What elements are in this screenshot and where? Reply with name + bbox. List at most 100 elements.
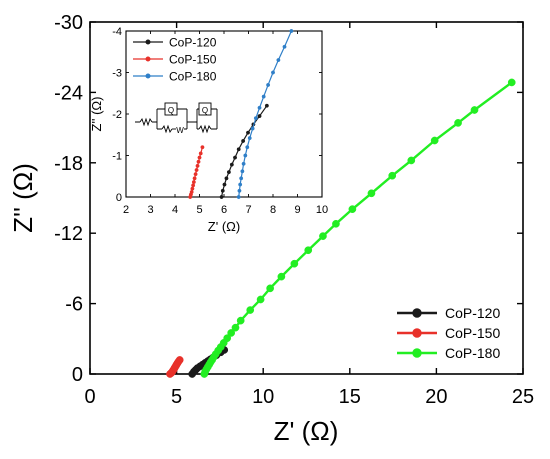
main-axis-ticks: 0 5 10 15 20 250-6-12-18-24-30 xyxy=(54,12,534,408)
inset-point-cop-180 xyxy=(266,83,271,87)
main-point-cop-180 xyxy=(223,334,232,343)
main-y-tick-label: -30 xyxy=(54,12,83,34)
main-point-cop-180 xyxy=(348,205,357,213)
circuit-resistor-2 xyxy=(198,124,212,134)
main-legend: CoP-120 CoP-150 CoP-180 xyxy=(397,305,500,361)
circuit-resistor-series xyxy=(139,117,153,127)
legend-label-cop-150: CoP-150 xyxy=(445,325,500,341)
inset-point-cop-180 xyxy=(243,153,248,158)
inset-point-cop-120 xyxy=(220,188,225,193)
inset-point-cop-180 xyxy=(245,145,250,150)
inset-x-tick-label: 7 xyxy=(245,204,251,216)
inset-point-cop-150 xyxy=(193,172,198,177)
inset-point-cop-180 xyxy=(261,94,266,99)
legend-marker-cop-150 xyxy=(145,56,151,62)
main-point-cop-180 xyxy=(407,156,416,165)
main-x-tick-label: 5 xyxy=(171,386,182,408)
inset-point-cop-180 xyxy=(240,169,245,174)
main-y-tick-label: -18 xyxy=(54,153,83,175)
inset-point-cop-180 xyxy=(237,188,242,193)
inset-point-cop-180 xyxy=(247,136,252,141)
main-point-cop-180 xyxy=(231,323,240,332)
circuit-resistor-1 xyxy=(161,124,173,134)
legend-marker-cop-180 xyxy=(145,73,151,79)
inset-point-cop-120 xyxy=(236,147,241,152)
main-x-tick-label: 15 xyxy=(339,386,361,408)
inset-legend: CoP-120 CoP-150 CoP-180 xyxy=(133,35,217,83)
main-point-cop-180 xyxy=(332,219,340,228)
inset-y-tick-label: -3 xyxy=(112,67,122,79)
inset-x-tick-label: 10 xyxy=(316,204,328,216)
main-point-cop-180 xyxy=(319,232,327,240)
inset-point-cop-150 xyxy=(191,183,196,188)
inset-point-cop-120 xyxy=(241,139,246,143)
inset-y-axis-title: Z'' (Ω) xyxy=(89,97,104,132)
inset-y-tick-label: 0 xyxy=(116,192,122,204)
main-point-cop-180 xyxy=(227,329,236,337)
inset-point-cop-180 xyxy=(239,176,244,181)
inset-point-cop-180 xyxy=(289,29,294,33)
legend-marker-cop-180 xyxy=(412,348,422,358)
inset-x-tick-label: 6 xyxy=(221,204,227,216)
inset-point-cop-180 xyxy=(276,58,281,62)
main-point-cop-180 xyxy=(454,119,462,127)
inset-point-cop-150 xyxy=(191,180,196,185)
inset-point-cop-150 xyxy=(196,159,201,164)
main-point-cop-180 xyxy=(266,284,274,293)
inset-x-tick-label: 9 xyxy=(294,204,300,216)
main-point-cop-180 xyxy=(470,106,479,114)
inset-data-series xyxy=(188,29,294,199)
main-point-cop-180 xyxy=(430,136,439,145)
inset-point-cop-120 xyxy=(219,195,224,199)
main-x-tick-label: 25 xyxy=(512,386,534,408)
main-point-cop-180 xyxy=(246,306,255,314)
legend-label-cop-120: CoP-120 xyxy=(445,305,500,321)
circuit-label-w: W xyxy=(176,126,184,135)
circuit-cpe-2 xyxy=(198,102,212,116)
inset-x-tick-label: 3 xyxy=(147,204,153,216)
inset-point-cop-120 xyxy=(233,155,237,160)
inset-point-cop-120 xyxy=(246,130,250,135)
main-x-axis-title: Z' (Ω) xyxy=(274,416,339,446)
inset-point-cop-180 xyxy=(238,182,243,187)
inset-point-cop-180 xyxy=(282,44,287,49)
legend-label-cop-150: CoP-150 xyxy=(169,52,217,66)
equivalent-circuit-diagram: Q W Q xyxy=(135,102,218,135)
inset-axis-ticks: 2 3 4 5 6 7 8 9 10 0 -1 -2 -3 -4 xyxy=(112,26,328,216)
inset-point-cop-180 xyxy=(257,105,262,110)
circuit-cpe-1 xyxy=(164,102,178,116)
inset-x-tick-label: 8 xyxy=(270,204,276,216)
legend-label-cop-180: CoP-180 xyxy=(169,69,217,83)
legend-label-cop-180: CoP-180 xyxy=(445,345,500,361)
legend-marker-cop-120 xyxy=(145,39,151,45)
main-plot-frame xyxy=(89,21,524,375)
circuit-label-q1: Q xyxy=(168,106,174,115)
inset-point-cop-180 xyxy=(250,126,255,131)
inset-x-axis-title: Z' (Ω) xyxy=(208,219,240,234)
inset-point-cop-150 xyxy=(197,155,202,160)
inset-point-cop-120 xyxy=(257,114,262,119)
main-x-tick-label: 10 xyxy=(252,386,274,408)
inset-y-tick-label: -1 xyxy=(112,150,122,162)
main-point-cop-180 xyxy=(367,189,376,198)
inset-x-tick-label: 2 xyxy=(123,204,129,216)
inset-y-tick-label: -2 xyxy=(112,109,122,121)
main-point-cop-180 xyxy=(304,246,313,255)
circuit-label-q2: Q xyxy=(202,106,208,115)
circuit-wires xyxy=(135,108,218,130)
inset-point-cop-150 xyxy=(189,190,194,194)
main-y-tick-label: 0 xyxy=(72,364,83,386)
legend-marker-cop-150 xyxy=(412,328,422,338)
inset-plot-frame xyxy=(125,30,323,198)
main-point-cop-180 xyxy=(388,171,397,180)
inset-point-cop-150 xyxy=(198,151,203,156)
inset-point-cop-180 xyxy=(271,70,275,75)
main-y-axis-title: Z'' (Ω) xyxy=(8,163,38,233)
inset-point-cop-150 xyxy=(195,163,200,168)
inset-y-tick-label: -4 xyxy=(112,26,122,38)
main-x-tick-label: 0 xyxy=(84,386,95,408)
main-point-cop-180 xyxy=(256,295,265,304)
main-y-tick-label: -24 xyxy=(54,82,83,104)
